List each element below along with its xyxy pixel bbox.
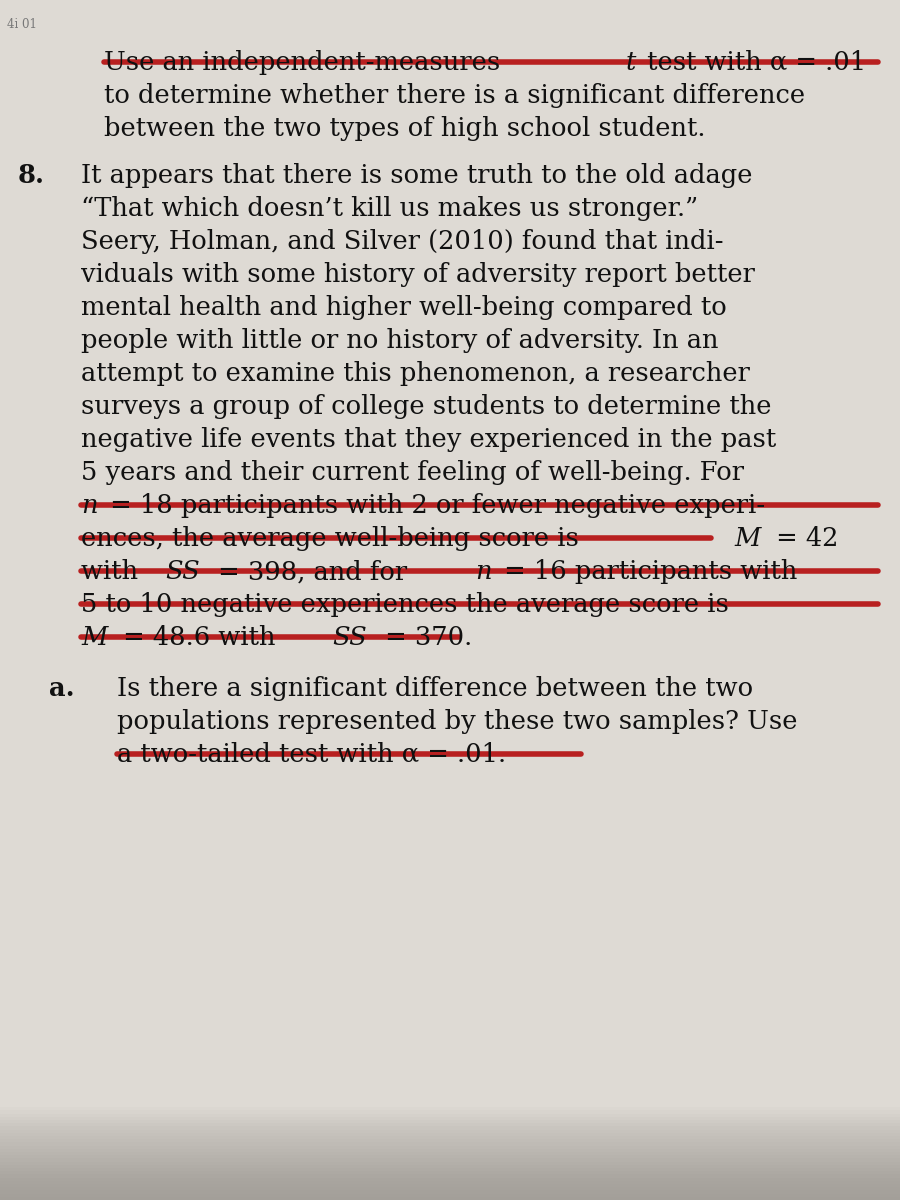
Bar [0, 1158, 900, 1200]
Bar [0, 1133, 900, 1200]
Text: t: t [626, 49, 635, 74]
Text: Use an independent-measures: Use an independent-measures [104, 49, 508, 74]
Bar [0, 1127, 900, 1200]
Text: = 370.: = 370. [377, 625, 472, 650]
Text: = 16 participants with: = 16 participants with [496, 559, 797, 584]
Bar [0, 1142, 900, 1200]
Text: negative life events that they experienced in the past: negative life events that they experienc… [81, 427, 776, 452]
Bar [0, 1181, 900, 1200]
Text: test with α = .01: test with α = .01 [639, 49, 866, 74]
Text: It appears that there is some truth to the old adage: It appears that there is some truth to t… [81, 163, 752, 188]
Bar [0, 1177, 900, 1200]
Text: with: with [81, 559, 146, 584]
Text: people with little or no history of adversity. In an: people with little or no history of adve… [81, 328, 718, 353]
Bar [0, 1156, 900, 1200]
Bar [0, 1171, 900, 1200]
Bar [0, 1110, 900, 1200]
Text: attempt to examine this phenomenon, a researcher: attempt to examine this phenomenon, a re… [81, 361, 750, 386]
Text: viduals with some history of adversity report better: viduals with some history of adversity r… [81, 263, 755, 287]
Bar [0, 1152, 900, 1200]
Text: a two-tailed test with α = .01.: a two-tailed test with α = .01. [117, 742, 506, 767]
Text: M: M [734, 526, 760, 551]
Text: to determine whether there is a significant difference: to determine whether there is a signific… [104, 83, 805, 108]
Bar [0, 1139, 900, 1200]
Bar [0, 1184, 900, 1200]
Text: ences, the average well-being score is: ences, the average well-being score is [81, 526, 587, 551]
Text: between the two types of high school student.: between the two types of high school stu… [104, 115, 705, 140]
Bar [0, 1117, 900, 1200]
Bar [0, 1108, 900, 1200]
Text: 5 to 10 negative experiences the average score is: 5 to 10 negative experiences the average… [81, 593, 729, 617]
Text: n: n [475, 559, 491, 584]
Text: Is there a significant difference between the two: Is there a significant difference betwee… [117, 676, 753, 701]
Bar [0, 1129, 900, 1200]
Text: Seery, Holman, and Silver (2010) found that indi-: Seery, Holman, and Silver (2010) found t… [81, 229, 724, 254]
Bar [0, 1175, 900, 1200]
Text: 8.: 8. [18, 163, 45, 188]
Text: SS: SS [166, 559, 200, 584]
Bar [0, 1168, 900, 1200]
Text: SS: SS [333, 625, 367, 650]
Text: = 398, and for: = 398, and for [210, 559, 415, 584]
Bar [0, 1165, 900, 1200]
Text: n: n [81, 493, 97, 518]
Text: populations represented by these two samples? Use: populations represented by these two sam… [117, 708, 797, 733]
Text: = 42: = 42 [768, 526, 838, 551]
Text: 4i 01: 4i 01 [7, 18, 37, 31]
Text: a.: a. [50, 676, 75, 701]
Bar [0, 1120, 900, 1200]
Text: surveys a group of college students to determine the: surveys a group of college students to d… [81, 394, 771, 419]
Bar [0, 1194, 900, 1200]
Text: mental health and higher well-being compared to: mental health and higher well-being comp… [81, 295, 727, 320]
Text: M: M [81, 625, 107, 650]
Bar [0, 1148, 900, 1200]
Bar [0, 1136, 900, 1200]
Text: “That which doesn’t kill us makes us stronger.”: “That which doesn’t kill us makes us str… [81, 196, 698, 221]
Text: = 48.6 with: = 48.6 with [115, 625, 284, 650]
Bar [0, 1123, 900, 1200]
Bar [0, 1114, 900, 1200]
Bar [0, 1162, 900, 1200]
Text: 5 years and their current feeling of well-being. For: 5 years and their current feeling of wel… [81, 460, 744, 485]
Bar [0, 1190, 900, 1200]
Bar [0, 1146, 900, 1200]
Text: = 18 participants with 2 or fewer negative experi-: = 18 participants with 2 or fewer negati… [103, 493, 766, 518]
Bar [0, 1187, 900, 1200]
Bar [0, 1196, 900, 1200]
